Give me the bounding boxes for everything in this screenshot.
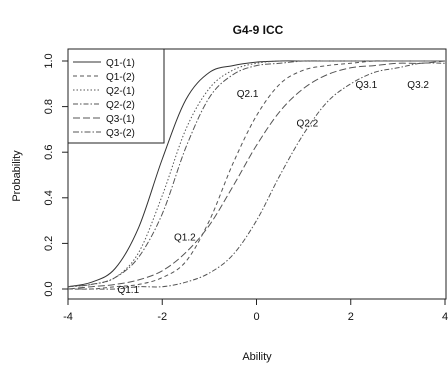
- legend-label: Q1-(1): [106, 58, 135, 69]
- series-line-q1-2: [67, 60, 445, 290]
- curve-annotation: Q1.2: [174, 233, 196, 244]
- x-tick-label: 2: [348, 311, 354, 323]
- x-tick-label: 4: [442, 311, 448, 323]
- y-tick-label: 1.0: [43, 53, 55, 68]
- x-tick-label: -4: [63, 311, 73, 323]
- curve-annotation: Q2.2: [297, 119, 319, 130]
- series-line-q3-2: [67, 60, 445, 288]
- series-layer: [67, 60, 446, 290]
- series-line-q2-2: [68, 62, 446, 290]
- legend-label: Q3-(2): [106, 128, 135, 139]
- curve-annotation: Q3.1: [355, 80, 377, 91]
- curve-annotation: Q1.1: [117, 285, 139, 296]
- legend-label: Q2-(1): [106, 86, 135, 97]
- curve-annotation: Q2.1: [237, 89, 259, 100]
- x-axis: -4 -2 0 2 4: [63, 299, 448, 323]
- y-axis-label: Probability: [11, 150, 23, 202]
- chart-title: G4-9 ICC: [233, 23, 284, 37]
- legend: Q1-(1) Q1-(2) Q2-(1) Q2-(2) Q3-(1) Q3-(2): [67, 48, 165, 144]
- legend-label: Q2-(2): [106, 100, 135, 111]
- legend-label: Q1-(2): [106, 72, 135, 83]
- legend-label: Q3-(1): [106, 114, 135, 125]
- curve-annotation: Q3.2: [407, 80, 429, 91]
- legend-box: [67, 48, 165, 144]
- x-axis-label: Ability: [242, 351, 272, 363]
- x-tick-label: -2: [157, 311, 167, 323]
- y-tick-label: 0.8: [43, 99, 55, 114]
- annotation-layer: Q1.1 Q1.2 Q2.1 Q2.2 Q3.1 Q3.2: [117, 80, 429, 296]
- x-tick-label: 0: [253, 311, 259, 323]
- y-axis: 0.0 0.2 0.4 0.6 0.8 1.0: [43, 53, 68, 297]
- y-tick-label: 0.6: [43, 145, 55, 160]
- y-tick-label: 0.0: [43, 281, 55, 296]
- y-tick-label: 0.4: [43, 190, 55, 205]
- series-line-q3-1: [67, 60, 446, 290]
- y-tick-label: 0.2: [43, 236, 55, 251]
